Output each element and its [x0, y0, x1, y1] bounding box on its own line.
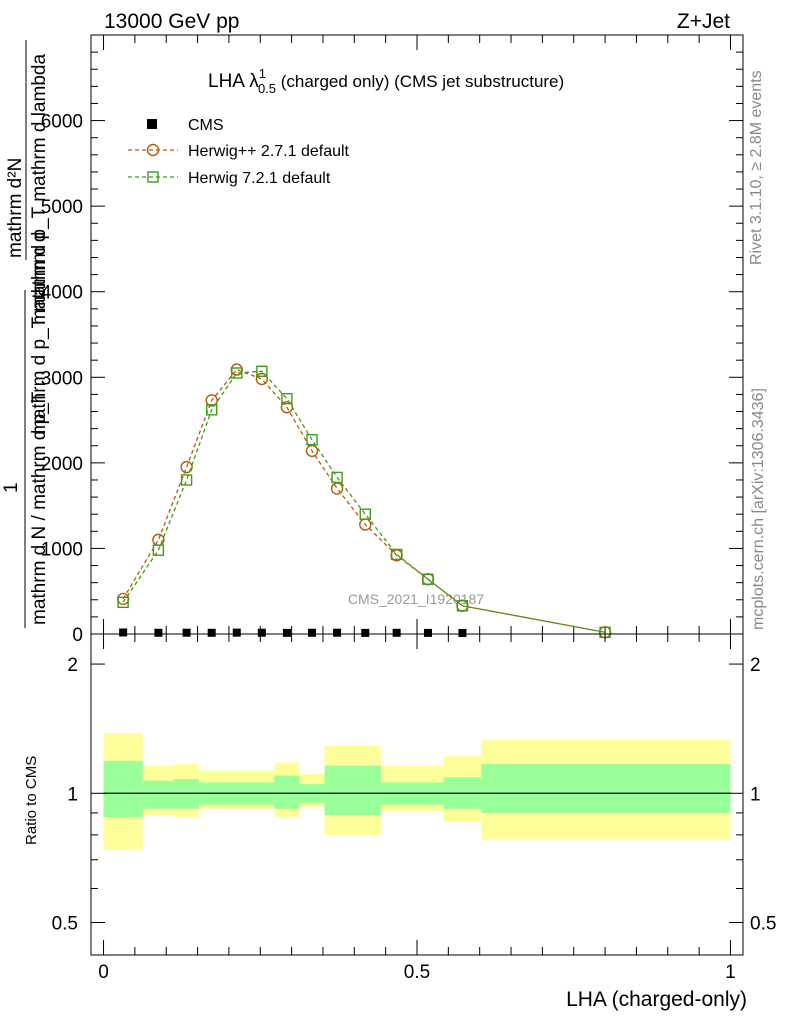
ratio-ytick-label-right: 2 — [750, 655, 761, 676]
ratio-band-inner — [103, 760, 143, 818]
main-ytick-label: 1000 — [41, 539, 83, 560]
xtick-label: 0.5 — [404, 962, 430, 983]
cms-data-point — [232, 628, 241, 637]
ratio-y-axis-label: Ratio to CMS — [23, 756, 40, 845]
herwigpp-point — [230, 363, 243, 376]
herwig7-point — [331, 471, 343, 484]
cms-data-point — [119, 628, 128, 637]
xtick-label: 1 — [725, 962, 736, 983]
ratio-tick-labels: 0.5 0.5 1 1 2 2 0 0.5 1 — [52, 655, 777, 983]
main-y-tick-labels: 0 1000 2000 3000 4000 5000 6000 — [41, 112, 83, 646]
herwig7-point — [281, 392, 293, 405]
ylabel-denominator-2: mathrm d p_T mathrm d — [29, 232, 50, 435]
ratio-band-inner — [274, 775, 300, 809]
ylabel-one: 1 — [1, 482, 22, 493]
cms-data-point — [207, 628, 216, 637]
cms-data-point — [257, 628, 266, 637]
title-prefix: LHA λ — [208, 71, 259, 92]
herwigpp-point — [255, 372, 269, 386]
main-series-layer — [116, 363, 612, 639]
legend-herwigpp-marker — [146, 143, 160, 157]
herwig7-point — [152, 544, 165, 556]
cms-data-point — [423, 628, 432, 637]
mcplots-label: mcplots.cern.ch [arXiv:1306.3436] — [750, 388, 767, 630]
ratio-band-inner — [142, 780, 175, 809]
xtick-label: 0 — [98, 962, 109, 983]
cms-data-point — [282, 628, 291, 637]
ratio-bands-layer — [103, 733, 731, 850]
main-title: LHA λ1 0.5 (charged only) (CMS jet substr… — [208, 66, 564, 96]
rivet-label: Rivet 3.1.10, ≥ 2.8M events — [748, 70, 765, 265]
main-ytick-label: 4000 — [41, 283, 83, 304]
herwig7-point — [180, 474, 193, 486]
herwigpp-point — [330, 482, 344, 495]
legend-cms-label: CMS — [188, 117, 224, 134]
main-ytick-label: 2000 — [41, 454, 83, 475]
ratio-axis-ticks — [91, 634, 743, 955]
herwigpp-point — [205, 394, 218, 407]
legend-herwig7-marker — [147, 171, 159, 183]
ratio-panel: 0.5 0.5 1 1 2 2 0 0.5 1 Ratio to CMS LHA (charge… — [23, 633, 777, 1011]
herwig7-point — [390, 548, 403, 561]
ylabel-denominator-1: mathrm d p_T mathrm d lambda — [29, 54, 50, 325]
cms-data-point — [458, 628, 467, 637]
title-sub: 0.5 — [258, 81, 276, 96]
x-axis-label: LHA (charged-only) — [566, 988, 747, 1011]
ratio-ytick-label: 2 — [67, 655, 78, 676]
cms-data-point — [361, 628, 370, 637]
herwig7-line — [122, 370, 606, 633]
herwig7-point — [205, 404, 218, 416]
main-y-axis-label: mathrm d²N mathrm d p_T mathrm d lambda … — [1, 40, 50, 628]
cms-data-point — [333, 628, 342, 637]
cms-data-point — [154, 628, 163, 637]
ylabel-denominator-3: mathrm d N / mathrm d p_T — [29, 391, 50, 625]
main-ytick-label: 5000 — [41, 197, 83, 218]
legend: CMS Herwig++ 2.7.1 default Herwig 7.2.1 … — [128, 117, 350, 187]
ratio-band-inner — [324, 765, 381, 816]
title-sup: 1 — [259, 66, 266, 81]
header-process: Z+Jet — [677, 10, 730, 33]
ylabel-numerator: mathrm d²N — [5, 158, 26, 258]
analysis-watermark: CMS_2021_I1920187 — [348, 591, 484, 607]
main-ytick-label: 0 — [72, 625, 83, 646]
ratio-ytick-label: 1 — [67, 784, 78, 805]
herwig7-point — [117, 596, 129, 609]
ratio-ytick-label-right: 1 — [750, 784, 761, 805]
main-ytick-label: 3000 — [41, 368, 83, 389]
herwigpp-point — [180, 460, 193, 474]
title-suffix: (charged only) (CMS jet substructure) — [276, 72, 564, 91]
main-ytick-label: 6000 — [41, 112, 83, 133]
herwig7-point — [422, 573, 434, 585]
header-energy: 13000 GeV pp — [104, 10, 239, 33]
legend-cms-marker — [147, 119, 157, 129]
cms-data-point — [307, 628, 316, 637]
herwig7-point — [231, 367, 243, 379]
cms-data-point — [182, 628, 191, 637]
ratio-ytick-label-right: 0.5 — [750, 913, 776, 934]
herwig7-point — [359, 508, 371, 520]
herwig7-point — [306, 434, 318, 446]
ratio-band-inner — [481, 764, 731, 813]
cms-data-point — [392, 628, 401, 637]
herwig7-point — [256, 365, 268, 377]
ratio-ytick-label: 0.5 — [52, 913, 78, 934]
legend-herwig7-label: Herwig 7.2.1 default — [188, 170, 331, 187]
herwig7-point — [456, 600, 469, 612]
legend-herwigpp-label: Herwig++ 2.7.1 default — [188, 143, 350, 160]
